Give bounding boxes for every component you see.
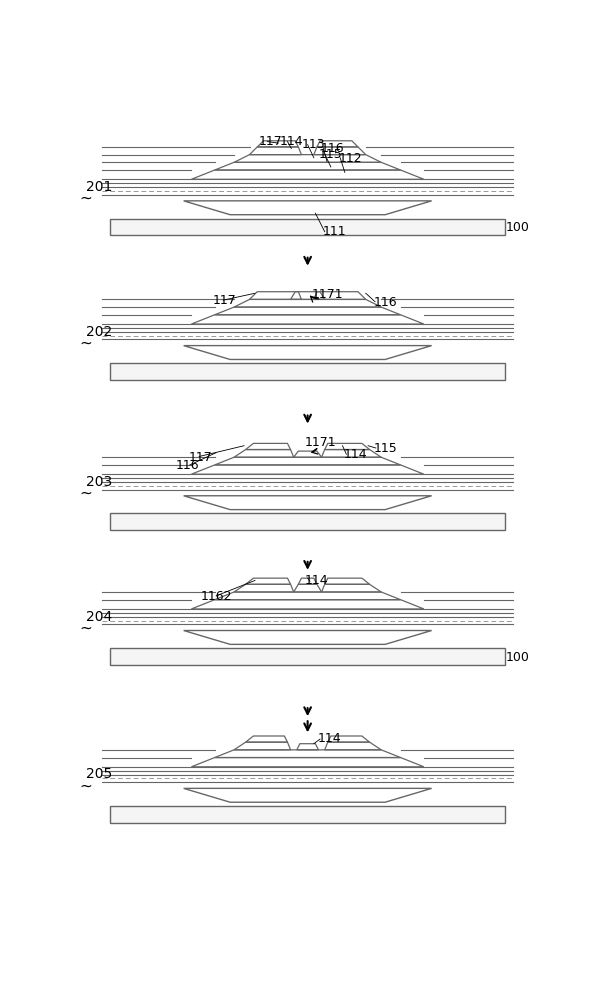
Bar: [110, 219, 505, 235]
Text: 114: 114: [279, 135, 304, 148]
Text: 115: 115: [319, 148, 342, 161]
Bar: [110, 806, 505, 823]
Text: 116: 116: [176, 459, 200, 472]
Bar: [110, 648, 505, 665]
Text: 115: 115: [373, 442, 397, 455]
Text: 117: 117: [213, 294, 237, 307]
Text: ~: ~: [79, 336, 93, 351]
Text: 116: 116: [321, 142, 344, 155]
Text: 201: 201: [86, 180, 112, 194]
Text: ~: ~: [79, 779, 93, 794]
Bar: [110, 513, 505, 530]
Text: ~: ~: [79, 621, 93, 636]
Text: ~: ~: [79, 191, 93, 206]
Text: 117: 117: [189, 451, 213, 464]
Text: ~: ~: [79, 486, 93, 501]
Text: 100: 100: [506, 221, 530, 234]
Text: 204: 204: [86, 610, 112, 624]
Text: 1162: 1162: [201, 590, 232, 603]
Text: 112: 112: [338, 152, 362, 165]
Text: 1171: 1171: [305, 436, 336, 449]
Text: 113: 113: [302, 138, 325, 151]
Text: 116: 116: [373, 296, 397, 309]
Text: 114: 114: [318, 732, 341, 745]
Text: 114: 114: [344, 448, 368, 461]
Text: 205: 205: [86, 768, 112, 782]
Text: 114: 114: [305, 574, 328, 587]
Text: 117: 117: [259, 135, 282, 148]
Text: 202: 202: [86, 325, 112, 339]
Text: 100: 100: [506, 651, 530, 664]
Text: 1171: 1171: [311, 288, 343, 301]
Text: 203: 203: [86, 475, 112, 489]
Text: 111: 111: [323, 225, 347, 238]
Bar: [110, 363, 505, 380]
